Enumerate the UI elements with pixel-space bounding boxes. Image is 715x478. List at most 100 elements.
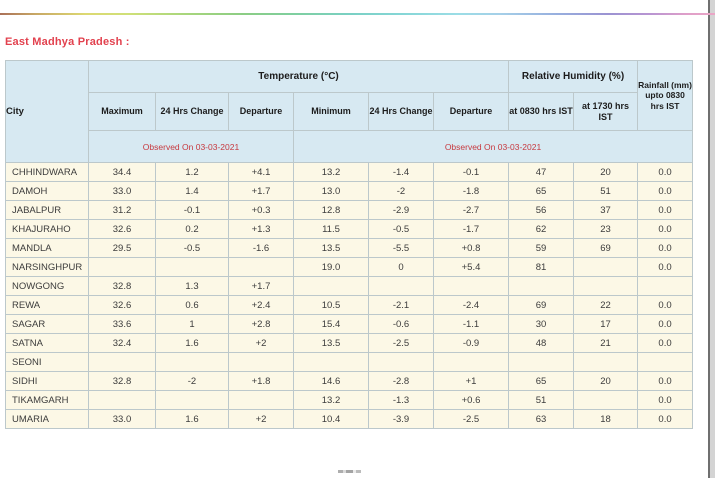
value-cell: 13.2 [293,390,369,410]
value-cell: 62 [508,219,575,239]
value-cell: 0.0 [637,181,694,201]
city-cell: DAMOH [5,181,89,201]
table-row: SIDHI 32.8 -2 +1.8 14.6 -2.8 +1 65 20 0.0 [5,371,694,391]
value-cell: -0.5 [368,219,434,239]
city-cell: SATNA [5,333,89,353]
city-cell: SIDHI [5,371,89,391]
value-cell: 0.0 [637,409,694,429]
value-cell: 13.5 [293,333,369,353]
header-row-observed: Observed On 03-03-2021 Observed On 03-03… [6,130,694,163]
table-row: REWA 32.6 0.6 +2.4 10.5 -2.1 -2.4 69 22 0.0 [5,295,694,315]
top-gradient-divider [0,13,715,15]
col-header-city: City [5,60,89,163]
value-cell: 51 [508,390,575,410]
value-cell: 13.5 [293,238,369,258]
value-cell: 32.8 [88,276,156,296]
col-header-minimum: Minimum [293,92,369,131]
table-row: NARSINGHPUR 19.0 0 +5.4 81 0.0 [5,257,694,277]
value-cell: 48 [508,333,575,353]
value-cell: 33.0 [88,181,156,201]
value-cell [573,390,639,410]
value-cell [228,352,294,372]
value-cell [155,390,229,410]
value-cell [88,257,156,277]
value-cell: -5.5 [368,238,434,258]
value-cell: 14.6 [293,371,369,391]
header-row-sub: Maximum 24 Hrs Change Departure Minimum … [6,92,693,131]
value-cell: +0.3 [228,200,294,220]
value-cell: 12.8 [293,200,369,220]
value-cell: 15.4 [293,314,369,334]
value-cell: 1.6 [155,333,229,353]
value-cell: 0.0 [637,390,694,410]
table-row: MANDLA 29.5 -0.5 -1.6 13.5 -5.5 +0.8 59 69 0.0 [5,238,694,258]
value-cell: 33.0 [88,409,156,429]
col-header-min-departure: Departure [432,92,510,131]
col-header-min-24hrs-change: 24 Hrs Change [368,92,434,131]
value-cell: +1.7 [228,276,294,296]
table-row: SATNA 32.4 1.6 +2 13.5 -2.5 -0.9 48 21 0.0 [5,333,694,353]
table-row: NOWGONG 32.8 1.3 +1.7 [5,276,694,296]
value-cell: 0.0 [637,200,694,220]
value-cell: +1 [432,371,510,391]
value-cell: 1 [155,314,229,334]
value-cell: 56 [508,200,575,220]
value-cell: -1.8 [432,181,510,201]
col-header-humidity-group: Relative Humidity (%) [508,60,639,93]
value-cell: 22 [573,295,639,315]
value-cell: 11.5 [293,219,369,239]
value-cell: -1.3 [368,390,434,410]
value-cell [155,352,229,372]
value-cell: 0.0 [637,333,694,353]
table-row: CHHINDWARA 34.4 1.2 +4.1 13.2 -1.4 -0.1 47 20 0.0 [5,162,694,182]
col-header-rh-1730: at 1730 hrs IST [573,92,639,131]
observed-on-label-min: Observed On 03-03-2021 [292,130,694,163]
table-row: JABALPUR 31.2 -0.1 +0.3 12.8 -2.9 -2.7 56 37 0.0 [5,200,694,220]
value-cell: -2.9 [368,200,434,220]
value-cell: -2.5 [432,409,510,429]
value-cell [573,352,639,372]
value-cell: 1.6 [155,409,229,429]
value-cell: 32.8 [88,371,156,391]
value-cell: 47 [508,162,575,182]
city-cell: SAGAR [5,314,89,334]
value-cell: 33.6 [88,314,156,334]
value-cell: 0.0 [637,371,694,391]
value-cell [228,257,294,277]
value-cell [508,276,575,296]
value-cell: 18 [573,409,639,429]
value-cell: 0 [368,257,434,277]
value-cell: +1.8 [228,371,294,391]
col-header-temperature-group: Temperature (°C) [87,60,510,93]
value-cell: -1.1 [432,314,510,334]
value-cell: +5.4 [432,257,510,277]
value-cell: -0.1 [155,200,229,220]
city-cell: MANDLA [5,238,89,258]
city-cell: SEONI [5,352,89,372]
value-cell: 37 [573,200,639,220]
city-cell: KHAJURAHO [5,219,89,239]
col-header-max-departure: Departure [228,92,294,131]
value-cell: -0.9 [432,333,510,353]
value-cell: 29.5 [88,238,156,258]
value-cell: 23 [573,219,639,239]
value-cell: 0.0 [637,295,694,315]
value-cell: -2.7 [432,200,510,220]
value-cell: 0.0 [637,238,694,258]
value-cell: 0.2 [155,219,229,239]
value-cell: 19.0 [293,257,369,277]
value-cell: +2.8 [228,314,294,334]
value-cell: 10.5 [293,295,369,315]
value-cell: +2 [228,333,294,353]
value-cell: -2.5 [368,333,434,353]
value-cell: 0.0 [637,219,694,239]
city-cell: UMARIA [5,409,89,429]
value-cell: 30 [508,314,575,334]
value-cell: 1.2 [155,162,229,182]
value-cell [228,390,294,410]
value-cell: 0.0 [637,257,694,277]
value-cell: 69 [573,238,639,258]
value-cell [432,352,510,372]
value-cell [368,352,434,372]
value-cell: 0.0 [637,162,694,182]
